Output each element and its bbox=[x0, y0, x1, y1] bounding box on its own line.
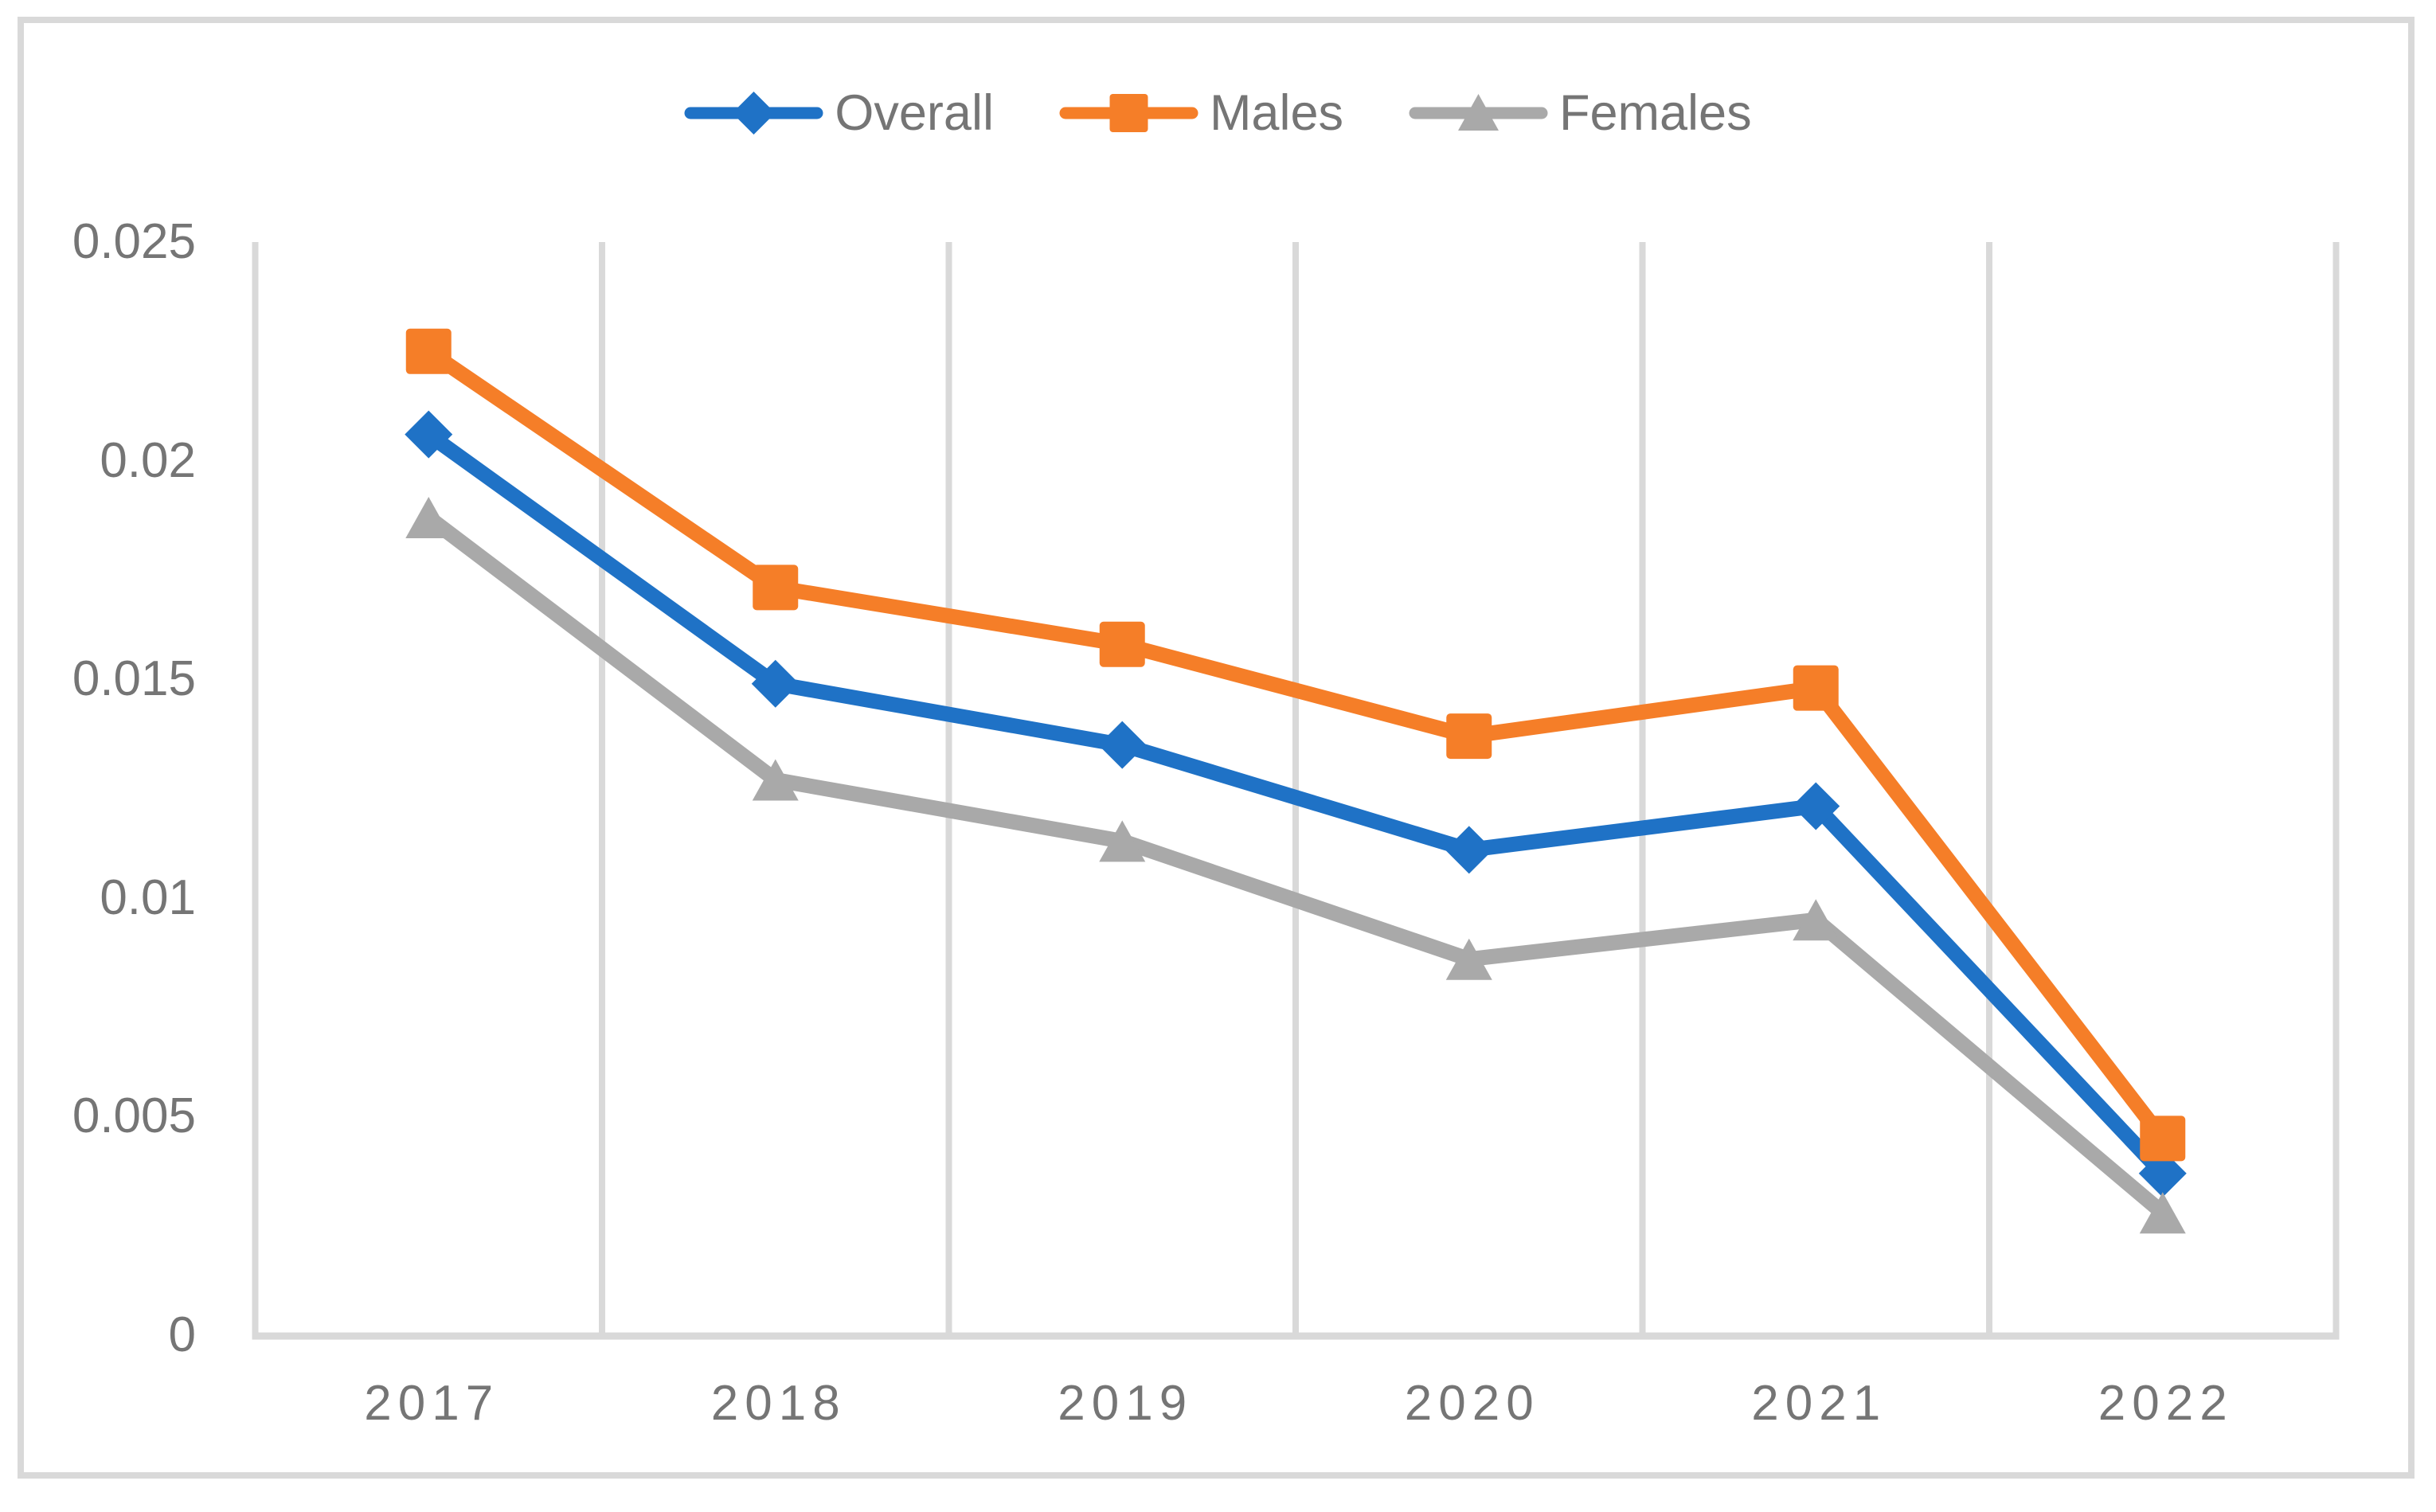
series-line-males bbox=[420, 343, 2171, 1147]
legend-item-males: Males bbox=[1059, 80, 1343, 147]
legend-label-females: Females bbox=[1559, 85, 1752, 141]
legend-swatch-triangle-icon bbox=[1409, 94, 1548, 131]
marker-overall-2017 bbox=[405, 410, 453, 459]
x-axis-label-2021: 2021 bbox=[1751, 1376, 1887, 1431]
marker-females-2022 bbox=[2139, 1192, 2186, 1234]
marker-females-2018 bbox=[752, 759, 799, 801]
legend-label-overall: Overall bbox=[835, 85, 994, 141]
marker-overall-2020 bbox=[1445, 826, 1493, 874]
marker-females-2021 bbox=[1793, 899, 1840, 941]
marker-males-2019 bbox=[1099, 621, 1145, 667]
marker-overall-2018 bbox=[751, 659, 800, 708]
series-line-overall bbox=[420, 427, 2171, 1182]
marker-males-2021 bbox=[1793, 665, 1839, 711]
marker-overall-2021 bbox=[1792, 782, 1840, 830]
legend-item-females: Females bbox=[1409, 80, 1752, 147]
y-tick-label-0.015: 0.015 bbox=[72, 651, 196, 707]
marker-males-2020 bbox=[1446, 713, 1492, 760]
x-axis-label-2017: 2017 bbox=[364, 1376, 500, 1431]
x-axis-label-2019: 2019 bbox=[1058, 1376, 1194, 1431]
legend-swatch-square-icon bbox=[1059, 94, 1198, 132]
x-axis-label-2022: 2022 bbox=[2098, 1376, 2234, 1431]
marker-overall-2019 bbox=[1098, 721, 1147, 769]
marker-females-2017 bbox=[405, 496, 452, 538]
legend-swatch-diamond-icon bbox=[684, 92, 823, 135]
legend-item-overall: Overall bbox=[684, 80, 994, 147]
x-axis-label-2020: 2020 bbox=[1404, 1376, 1540, 1431]
legend: Overall Males Females bbox=[0, 80, 2436, 147]
legend-label-males: Males bbox=[1209, 85, 1344, 141]
chart-frame bbox=[18, 17, 2414, 1479]
marker-overall-2022 bbox=[2138, 1149, 2187, 1197]
y-tick-label-0.02: 0.02 bbox=[100, 432, 196, 488]
marker-males-2017 bbox=[405, 328, 452, 374]
x-axis-label-2018: 2018 bbox=[710, 1376, 847, 1431]
y-tick-label-0: 0 bbox=[168, 1307, 196, 1362]
marker-females-2019 bbox=[1099, 820, 1146, 862]
series-line-females bbox=[420, 510, 2171, 1221]
y-tick-label-0.025: 0.025 bbox=[72, 214, 196, 269]
y-tick-label-0.01: 0.01 bbox=[100, 869, 196, 925]
marker-females-2020 bbox=[1445, 938, 1492, 980]
y-tick-label-0.005: 0.005 bbox=[72, 1088, 196, 1144]
marker-males-2018 bbox=[753, 565, 799, 611]
marker-males-2022 bbox=[2140, 1115, 2186, 1162]
